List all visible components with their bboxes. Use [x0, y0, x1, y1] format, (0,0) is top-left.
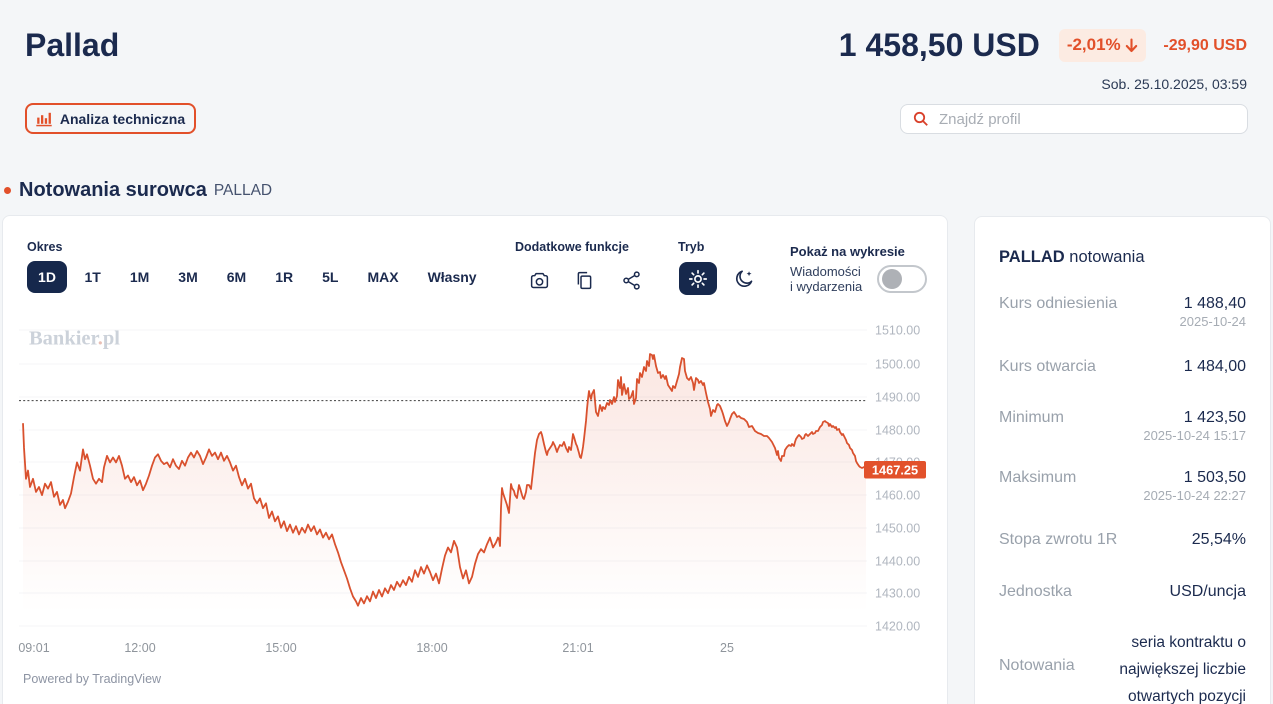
svg-text:1510.00: 1510.00	[875, 324, 920, 338]
svg-text:Bankier.pl: Bankier.pl	[29, 328, 120, 350]
svg-text:15:00: 15:00	[265, 641, 296, 655]
svg-text:1480.00: 1480.00	[875, 424, 920, 438]
svg-text:Powered by TradingView: Powered by TradingView	[23, 672, 162, 686]
svg-text:12:00: 12:00	[124, 641, 155, 655]
svg-text:1430.00: 1430.00	[875, 587, 920, 601]
svg-text:1450.00: 1450.00	[875, 522, 920, 536]
svg-text:1490.00: 1490.00	[875, 391, 920, 405]
svg-text:1420.00: 1420.00	[875, 620, 920, 634]
svg-text:1440.00: 1440.00	[875, 555, 920, 569]
svg-text:1467.25: 1467.25	[872, 462, 918, 477]
svg-text:21:01: 21:01	[562, 641, 593, 655]
svg-text:1460.00: 1460.00	[875, 489, 920, 503]
svg-text:09:01: 09:01	[18, 641, 49, 655]
svg-text:25: 25	[720, 641, 734, 655]
svg-text:18:00: 18:00	[416, 641, 447, 655]
svg-text:1500.00: 1500.00	[875, 358, 920, 372]
